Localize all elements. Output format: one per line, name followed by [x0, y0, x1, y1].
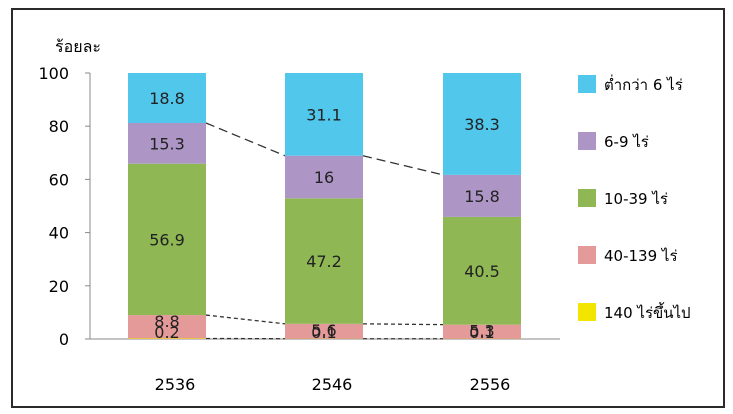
- connector-line: [205, 314, 286, 325]
- data-label: 8.8: [154, 312, 179, 331]
- legend-label: 6-9 ไร่: [604, 133, 649, 151]
- legend-label: 40-139 ไร่: [604, 247, 678, 265]
- connector-line: [205, 122, 286, 157]
- data-label: 56.9: [149, 230, 185, 249]
- data-label: 47.2: [306, 252, 342, 271]
- y-tick-label: 0: [59, 330, 69, 349]
- y-tick-label: 20: [49, 277, 69, 296]
- data-label: 5.3: [469, 322, 494, 341]
- legend-swatch: [578, 132, 596, 150]
- bar-segment: [443, 216, 521, 325]
- connector-line: [362, 323, 444, 326]
- bar-segment: [443, 324, 521, 339]
- x-tick-label: 2536: [155, 375, 196, 394]
- bar-segment: [443, 174, 521, 217]
- y-axis-label: ร้อยละ: [55, 37, 101, 56]
- connector-line: [362, 155, 444, 176]
- data-label: 18.8: [149, 89, 185, 108]
- y-tick-label: 100: [38, 64, 69, 83]
- bar-segment: [285, 155, 363, 199]
- legend-label: 10-39 ไร่: [604, 190, 668, 208]
- data-label: 0.1: [469, 323, 494, 342]
- data-label: 15.8: [464, 187, 500, 206]
- legend-label: 140 ไร่ขึ้นไป: [604, 302, 691, 322]
- y-tick-label: 60: [49, 170, 69, 189]
- data-label: 0.1: [311, 323, 336, 342]
- legend-swatch: [578, 75, 596, 93]
- legend: ต่ำกว่า 6 ไร่ 6-9 ไร่ 10-39 ไร่ 40-139 ไร่ 1…: [578, 74, 691, 322]
- data-label: 38.3: [464, 115, 500, 134]
- data-label: 15.3: [149, 134, 185, 153]
- bar-segment: [128, 73, 206, 124]
- data-label: 31.1: [306, 105, 342, 124]
- legend-swatch: [578, 246, 596, 264]
- bar-segment: [285, 73, 363, 156]
- legend-swatch: [578, 189, 596, 207]
- data-label: 40.5: [464, 262, 500, 281]
- y-tick-label: 80: [49, 117, 69, 136]
- plot-area: 0204060801000.28.856.915.318.80.15.647.2…: [38, 64, 560, 394]
- legend-label: ต่ำกว่า 6 ไร่: [604, 74, 683, 94]
- bar-segment: [285, 198, 363, 324]
- data-label: 5.6: [311, 321, 336, 340]
- bar-segment: [128, 315, 206, 339]
- x-tick-label: 2556: [470, 375, 511, 394]
- bar-segment: [285, 323, 363, 339]
- bar-segment: [443, 73, 521, 175]
- x-tick-label: 2546: [312, 375, 353, 394]
- y-tick-label: 40: [49, 224, 69, 243]
- bar-segment: [128, 338, 206, 339]
- bar-segment: [128, 123, 206, 164]
- legend-swatch: [578, 303, 596, 321]
- data-label: 0.2: [154, 323, 179, 342]
- data-label: 16: [314, 168, 334, 187]
- bar-segment: [128, 163, 206, 316]
